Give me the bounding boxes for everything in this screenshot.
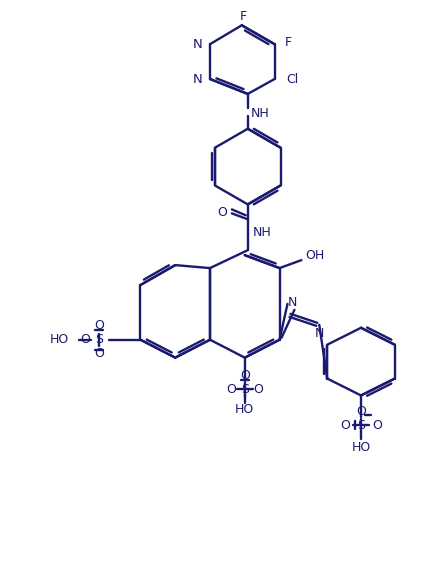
Text: O: O xyxy=(254,383,264,396)
Text: S: S xyxy=(357,419,365,432)
Text: O: O xyxy=(80,333,90,346)
Text: O: O xyxy=(94,319,104,332)
Text: NH: NH xyxy=(250,107,269,120)
Text: F: F xyxy=(240,10,248,23)
Text: HO: HO xyxy=(50,333,69,346)
Text: O: O xyxy=(226,383,236,396)
Text: O: O xyxy=(356,405,366,418)
Text: OH: OH xyxy=(306,249,325,262)
Text: O: O xyxy=(94,347,104,360)
Text: O: O xyxy=(240,369,250,382)
Text: O: O xyxy=(340,419,350,432)
Text: N: N xyxy=(193,72,203,86)
Text: S: S xyxy=(95,333,103,346)
Text: F: F xyxy=(285,36,292,48)
Text: O: O xyxy=(217,206,227,219)
Text: HO: HO xyxy=(352,441,370,454)
Text: HO: HO xyxy=(235,403,254,416)
Text: N: N xyxy=(314,327,324,340)
Text: NH: NH xyxy=(252,226,271,239)
Text: N: N xyxy=(193,38,203,51)
Text: N: N xyxy=(288,296,297,310)
Text: S: S xyxy=(241,383,249,396)
Text: Cl: Cl xyxy=(286,72,298,86)
Text: O: O xyxy=(372,419,382,432)
